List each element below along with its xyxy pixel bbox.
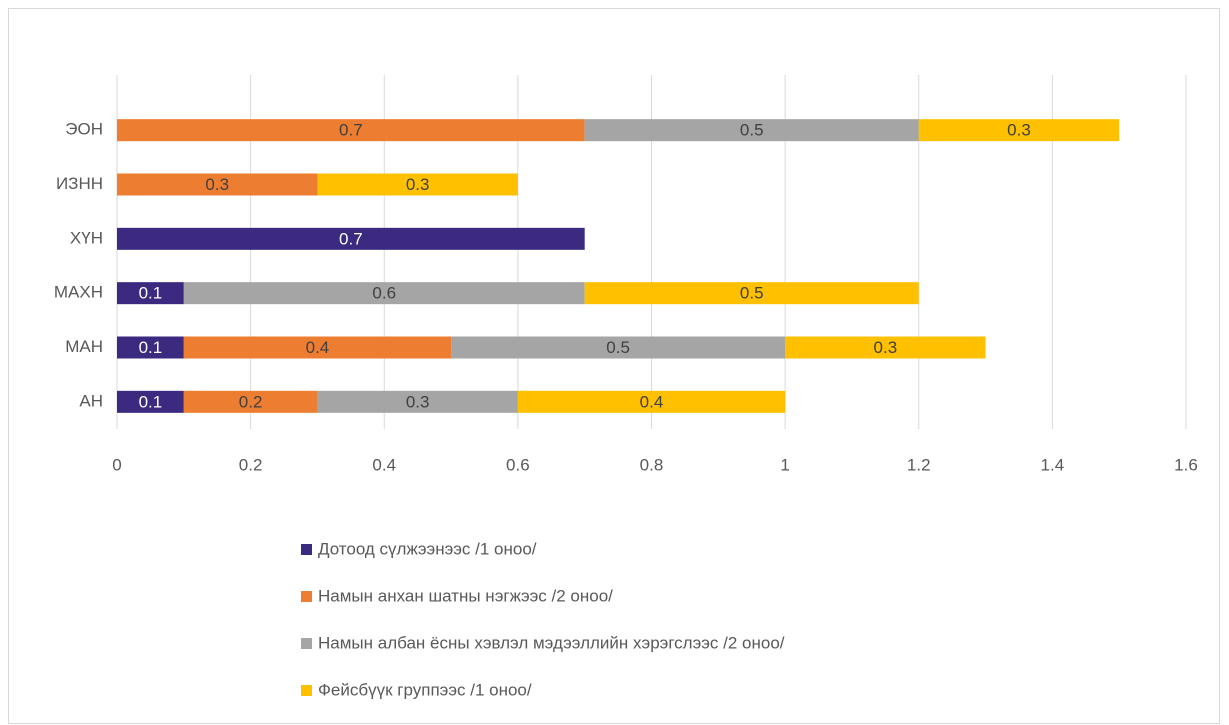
legend-swatch bbox=[301, 638, 312, 649]
data-label: 0.1 bbox=[139, 338, 163, 357]
x-tick-label: 0.4 bbox=[372, 455, 396, 474]
data-label: 0.4 bbox=[306, 338, 330, 357]
bar-segment bbox=[584, 282, 919, 305]
bar-segment bbox=[117, 119, 585, 142]
x-tick-label: 0.2 bbox=[239, 455, 263, 474]
x-tick-label: 1.4 bbox=[1041, 455, 1065, 474]
legend-label: Намын албан ёсны хэвлэл мэдээллийн хэрэг… bbox=[318, 633, 785, 652]
bar-segment bbox=[183, 390, 318, 413]
bar-segment bbox=[451, 336, 786, 359]
data-label: 0.4 bbox=[640, 392, 664, 411]
y-tick-label: МАН bbox=[65, 337, 103, 356]
bar-segment bbox=[183, 336, 452, 359]
x-tick-label: 1 bbox=[780, 455, 789, 474]
bar-segment bbox=[183, 282, 585, 305]
legend-label: Намын анхан шатны нэгжээс /2 оноо/ bbox=[318, 586, 613, 605]
x-tick-label: 1.2 bbox=[907, 455, 931, 474]
legend-label: Дотоод сүлжээнээс /1 оноо/ bbox=[318, 539, 537, 558]
legend-swatch bbox=[301, 544, 312, 555]
y-tick-label: ИЗНН bbox=[56, 174, 103, 193]
data-label: 0.3 bbox=[406, 175, 430, 194]
legend-swatch bbox=[301, 591, 312, 602]
bar-segment bbox=[918, 119, 1120, 142]
data-label: 0.5 bbox=[740, 284, 764, 303]
x-tick-label: 0.6 bbox=[506, 455, 530, 474]
data-label: 0.2 bbox=[239, 392, 263, 411]
data-label: 0.1 bbox=[139, 284, 163, 303]
legend-label: Фейсбүүк группээс /1 оноо/ bbox=[318, 680, 532, 699]
data-label: 0.3 bbox=[205, 175, 229, 194]
bar-segment bbox=[117, 173, 318, 196]
bar-segment bbox=[117, 336, 184, 359]
y-tick-label: ЭОН bbox=[65, 120, 103, 139]
bar-segment bbox=[584, 119, 919, 142]
y-tick-label: АН bbox=[79, 391, 103, 410]
legend-swatch bbox=[301, 685, 312, 696]
y-tick-label: МАХН bbox=[54, 283, 103, 302]
bar-segment bbox=[785, 336, 986, 359]
y-tick-label: ХҮН bbox=[70, 228, 103, 247]
bar-segment bbox=[117, 390, 184, 413]
data-label: 0.3 bbox=[406, 392, 430, 411]
bar-segment bbox=[317, 173, 518, 196]
data-label: 0.5 bbox=[606, 338, 630, 357]
x-tick-label: 1.6 bbox=[1174, 455, 1198, 474]
chart-border bbox=[8, 8, 1220, 724]
data-label: 0.5 bbox=[740, 121, 764, 140]
data-label: 0.6 bbox=[372, 284, 396, 303]
bar-segment bbox=[517, 390, 786, 413]
x-tick-label: 0 bbox=[112, 455, 121, 474]
data-label: 0.3 bbox=[874, 338, 898, 357]
bar-segment bbox=[317, 390, 518, 413]
data-label: 0.7 bbox=[339, 121, 363, 140]
data-label: 0.3 bbox=[1007, 121, 1031, 140]
bar-segment bbox=[117, 282, 184, 305]
data-label: 0.1 bbox=[139, 392, 163, 411]
data-label: 0.7 bbox=[339, 229, 363, 248]
x-tick-label: 0.8 bbox=[640, 455, 664, 474]
bar-segment bbox=[117, 227, 585, 250]
